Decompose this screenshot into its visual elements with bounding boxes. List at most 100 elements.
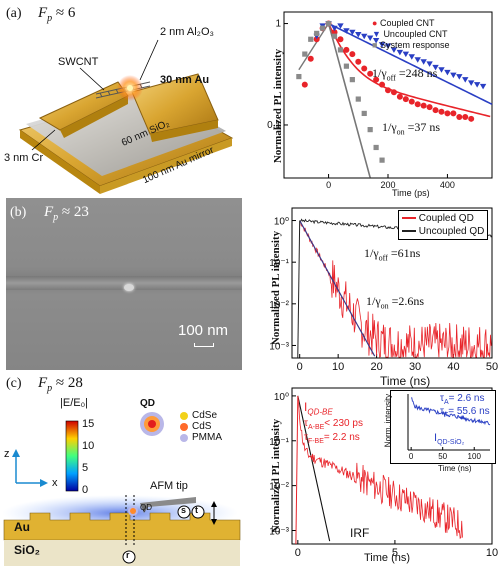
system-response-point — [373, 144, 379, 151]
uncoupled-cnt-point — [343, 28, 350, 34]
coupled-cnt-point — [373, 76, 380, 83]
s-label: s — [181, 505, 187, 515]
coupled-cnt-point — [379, 81, 386, 88]
uncoupled-cnt-point — [355, 31, 362, 38]
qd-legend-title: QD — [140, 398, 155, 409]
uncoupled-cnt-point — [396, 49, 404, 56]
uncoupled-cnt-point — [349, 29, 356, 36]
nanoparticle — [124, 284, 134, 291]
inset-tau-f: τF= 55.6 ns — [440, 406, 490, 419]
uncoupled-cnt-point — [479, 83, 487, 90]
panel-a-label: (a) — [6, 6, 22, 21]
coupled-cnt-point — [337, 36, 344, 43]
system-response-point — [337, 47, 344, 53]
r-label: r — [126, 550, 130, 560]
coupled-qd-line — [299, 220, 492, 358]
chart1-annotation-off: 1/γoff =248 ns — [372, 66, 438, 83]
inset-ylabel: Norm. intensity — [383, 393, 393, 448]
uncoupled-cnt-point — [390, 47, 398, 53]
legend-system-response: System response — [379, 40, 450, 50]
qd-rise — [297, 220, 301, 359]
uncoupled-cnt-point — [450, 72, 457, 79]
system-response-point — [367, 127, 373, 133]
coupled-cnt-point — [408, 98, 415, 105]
legend-uncoupled-qd: Uncoupled QD — [418, 226, 485, 237]
chart3-ytick-label: 10⁻³ — [269, 526, 289, 537]
coupled-cnt-point — [396, 93, 403, 100]
coupled-cnt-point — [367, 70, 374, 77]
chart1-annotation-on: 1/γon =37 ns — [382, 120, 441, 137]
chart1-ylabel: Normalized PL intensity — [272, 48, 284, 164]
chart2-xlabel: Time (ns) — [380, 374, 431, 388]
label-cr: 3 nm Cr — [4, 152, 44, 164]
chart3-xtick-label: 0 — [295, 547, 301, 559]
afm-tip-label: AFM tip — [150, 480, 188, 492]
colorbar — [65, 420, 79, 492]
inset-xlabel: Time (ns) — [438, 464, 472, 473]
chart3-irf-label: IRF — [350, 526, 370, 540]
coupled-cnt-point — [385, 87, 391, 94]
chart2-annotation-off: 1/γoff =61ns — [364, 246, 421, 263]
coupled-cnt-point — [438, 108, 445, 115]
au-label: Au — [14, 520, 30, 534]
simulation-schematic — [2, 412, 241, 566]
system-response-point — [331, 33, 338, 39]
uncoupled-cnt-point — [438, 67, 445, 73]
qd-be-rise — [295, 395, 299, 545]
chart2-xtick-label: 40 — [447, 361, 459, 373]
colorbar-title: |E/E₀| — [60, 397, 89, 409]
colorbar-tick-0: 0 — [82, 484, 89, 496]
panel-b-label: (b) — [10, 205, 27, 220]
device-schematic — [18, 39, 234, 194]
chart2-annotation-on: 1/γon =2.6ns — [366, 294, 425, 311]
irf-line — [297, 395, 331, 542]
t-label: t — [195, 505, 198, 515]
system-response-point — [349, 77, 355, 83]
coupled-cnt-point — [468, 115, 475, 122]
chart1-ytick-label: 0.1 — [267, 120, 281, 131]
label-al2o3: 2 nm Al₂O₃ — [160, 26, 214, 38]
colorbar-tick-10: 10 — [82, 440, 95, 452]
chart3-frame — [291, 387, 493, 545]
legend-cds: CdS — [192, 421, 212, 432]
inset-xtick-label: 50 — [438, 452, 447, 461]
chart2-xtick-label: 20 — [370, 361, 382, 373]
chart3-tau-a: τA-BE< 230 ps — [304, 418, 363, 431]
system-response-point — [320, 25, 326, 31]
chart1-legend: ● Coupled CNT ▼ Uncoupled CNT ■ System r… — [372, 18, 450, 50]
inset-xtick-label: 0 — [409, 452, 414, 461]
coupled-cnt-point — [301, 81, 308, 88]
system-response-fit — [327, 23, 371, 178]
coupled-cnt-point — [355, 58, 362, 65]
uncoupled-cnt-point — [337, 23, 344, 29]
uncoupled-cnt-point — [414, 57, 421, 63]
chart1-xtick-label: 0 — [326, 180, 331, 190]
uncoupled-cnt-point — [378, 42, 386, 48]
chart-cnt-decay: 0 200 400 1 0.1 — [267, 11, 493, 190]
chart3-ytick-label: 10⁻² — [269, 482, 289, 493]
chart1-xtick-label: 200 — [380, 180, 395, 190]
chart3-label-iqdbe: IQD-BE — [304, 400, 333, 417]
chart2-ytick-label: 10⁻¹ — [269, 258, 289, 269]
panel-c-purcell: Fp ≈ 28 — [38, 375, 83, 394]
panel-b-purcell: Fp ≈ 23 — [44, 204, 89, 223]
chart3-xtick-label: 10 — [486, 547, 498, 559]
inset-series-label: IQD-SiO₂ — [434, 432, 465, 447]
uncoupled-cnt-point — [408, 54, 415, 60]
uncoupled-cnt-point — [444, 69, 451, 76]
chart2-ytick-label: 10⁰ — [274, 217, 289, 228]
coupled-qd-fit — [299, 220, 376, 357]
coupled-cnt-point — [361, 65, 368, 72]
legend-coupled-qd: Coupled QD — [418, 213, 474, 224]
system-response-point — [361, 110, 367, 117]
axis-z-label: z — [4, 448, 10, 460]
system-response-point — [379, 157, 385, 163]
panel-a-purcell: Fp ≈ 6 — [38, 5, 76, 24]
system-response-point — [314, 30, 320, 36]
inset-qd-sio2-line — [411, 397, 491, 426]
coupled-cnt-point — [402, 96, 409, 103]
sio2-layer-label: SiO₂ — [14, 543, 41, 557]
uncoupled-cnt-point — [462, 77, 469, 83]
inset-xtick-label: 100 — [468, 452, 482, 461]
chart2-ytick-label: 10⁻² — [269, 300, 289, 311]
